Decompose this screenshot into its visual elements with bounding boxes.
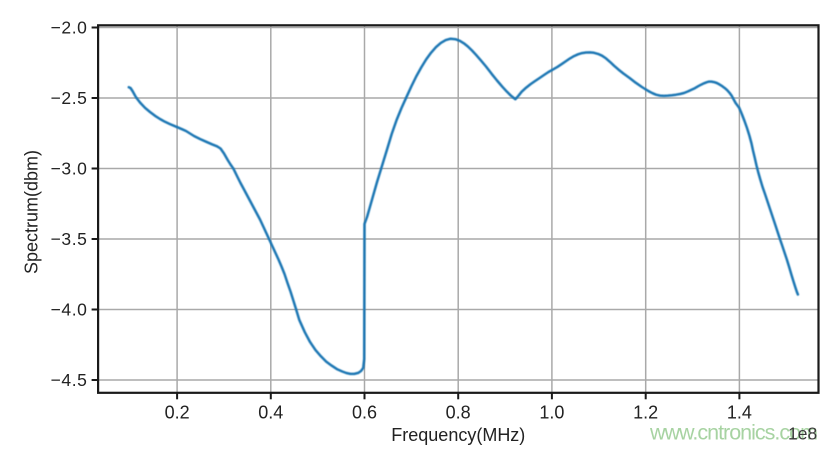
svg-text:−2.5: −2.5 xyxy=(51,88,88,108)
svg-text:−2.0: −2.0 xyxy=(51,18,88,38)
svg-text:Spectrum(dbm): Spectrum(dbm) xyxy=(22,150,42,274)
svg-text:0.2: 0.2 xyxy=(165,402,190,422)
svg-text:1.2: 1.2 xyxy=(633,402,658,422)
svg-text:−4.0: −4.0 xyxy=(51,300,88,320)
svg-text:0.8: 0.8 xyxy=(446,402,471,422)
svg-text:Frequency(MHz): Frequency(MHz) xyxy=(391,425,525,445)
svg-text:−3.0: −3.0 xyxy=(51,159,88,179)
svg-text:1.0: 1.0 xyxy=(539,402,564,422)
svg-text:www.cntronics.com: www.cntronics.com xyxy=(649,421,817,445)
svg-text:−4.5: −4.5 xyxy=(51,370,88,390)
svg-text:1e8: 1e8 xyxy=(788,424,817,444)
svg-text:0.6: 0.6 xyxy=(352,402,377,422)
svg-text:−3.5: −3.5 xyxy=(51,229,88,249)
svg-text:1.4: 1.4 xyxy=(727,402,752,422)
svg-text:0.4: 0.4 xyxy=(258,402,283,422)
